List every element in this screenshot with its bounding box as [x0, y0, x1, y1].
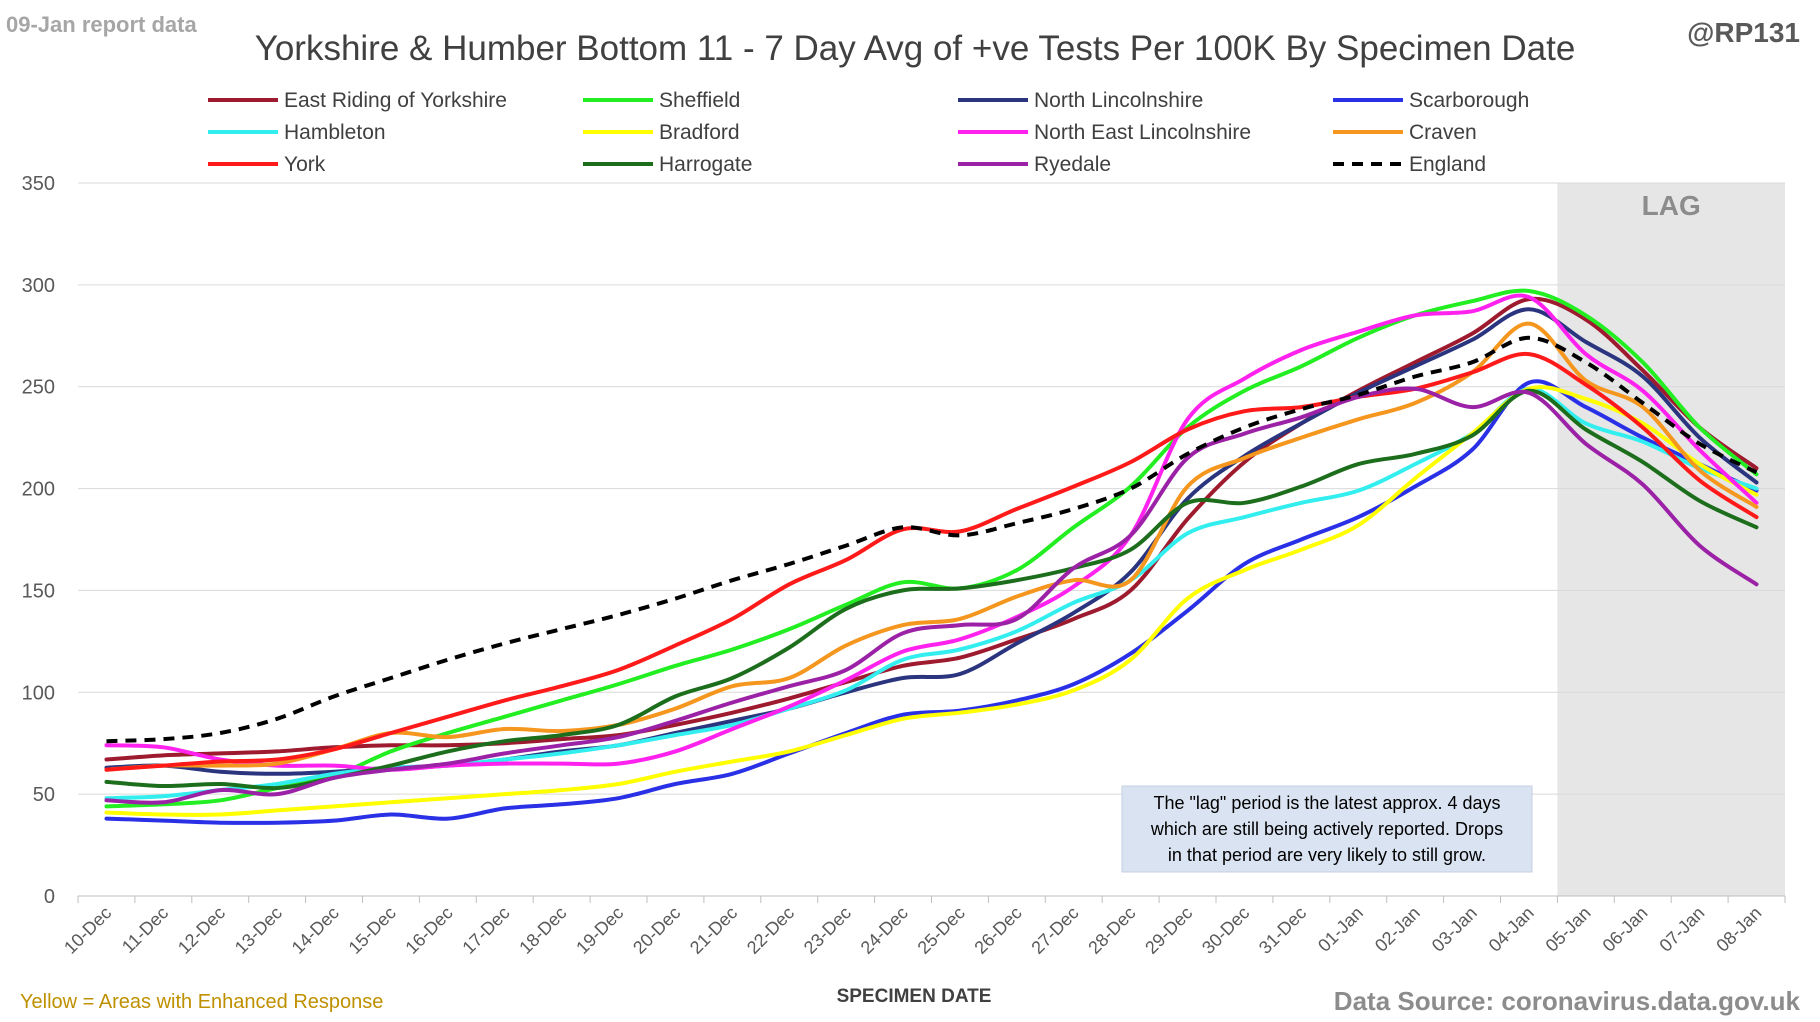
y-tick-label: 150 [22, 580, 55, 602]
series-line-harrogate [104, 388, 1759, 791]
legend-label-york: York [284, 153, 326, 176]
y-tick-label: 50 [33, 784, 55, 806]
legend-label-bradford: Bradford [659, 121, 740, 144]
legend: East Riding of Yorkshire Sheffield North L… [208, 89, 1529, 176]
lag-layer: LAG [1557, 183, 1785, 896]
x-axis-title: SPECIMEN DATE [837, 986, 992, 1007]
y-tick-label: 0 [44, 886, 55, 908]
legend-label-scarborough: Scarborough [1409, 89, 1529, 112]
legend-label-england: England [1409, 153, 1486, 176]
legend-label-east-riding-of-yorkshire: East Riding of Yorkshire [284, 89, 507, 112]
lag-note-line-3: in that period are very likely to still … [1168, 845, 1486, 865]
legend-label-ryedale: Ryedale [1034, 153, 1111, 176]
author-handle: @RP131 [1687, 17, 1800, 48]
y-axis-ticks: 0 50 100 150 200 250 300 350 [22, 173, 55, 908]
legend-label-harrogate: Harrogate [659, 153, 752, 176]
y-tick-label: 200 [22, 479, 55, 501]
y-tick-label: 300 [22, 275, 55, 297]
series-line-bradford [104, 385, 1759, 817]
legend-label-sheffield: Sheffield [659, 89, 740, 112]
series-layer [104, 288, 1759, 825]
lag-note-line-1: The "lag" period is the latest approx. 4… [1154, 793, 1501, 813]
series-line-york [104, 352, 1759, 772]
lag-note: The "lag" period is the latest approx. 4… [1121, 785, 1533, 873]
lag-note-box [1121, 785, 1533, 873]
legend-label-north-lincolnshire: North Lincolnshire [1034, 89, 1203, 112]
grid-layer [78, 182, 1785, 897]
series-line-scarborough [104, 379, 1759, 825]
lag-label: LAG [1642, 190, 1701, 221]
y-tick-label: 100 [22, 682, 55, 704]
data-source: Data Source: coronavirus.data.gov.uk [1334, 986, 1801, 1016]
chart-title: Yorkshire & Humber Bottom 11 - 7 Day Avg… [255, 29, 1576, 68]
y-tick-label: 250 [22, 377, 55, 399]
series-line-east-riding-of-yorkshire [104, 296, 1759, 762]
legend-label-craven: Craven [1409, 121, 1477, 144]
legend-label-hambleton: Hambleton [284, 121, 386, 144]
enhanced-response-note: Yellow = Areas with Enhanced Response [20, 991, 383, 1013]
lag-shading [1557, 183, 1785, 896]
report-label: 09-Jan report data [6, 12, 197, 37]
y-tick-label: 350 [22, 173, 55, 195]
legend-label-north-east-lincolnshire: North East Lincolnshire [1034, 121, 1251, 144]
series-line-ryedale [104, 386, 1759, 805]
series-line-england [106, 335, 1758, 744]
lag-note-line-2: which are still being actively reported.… [1150, 819, 1503, 839]
